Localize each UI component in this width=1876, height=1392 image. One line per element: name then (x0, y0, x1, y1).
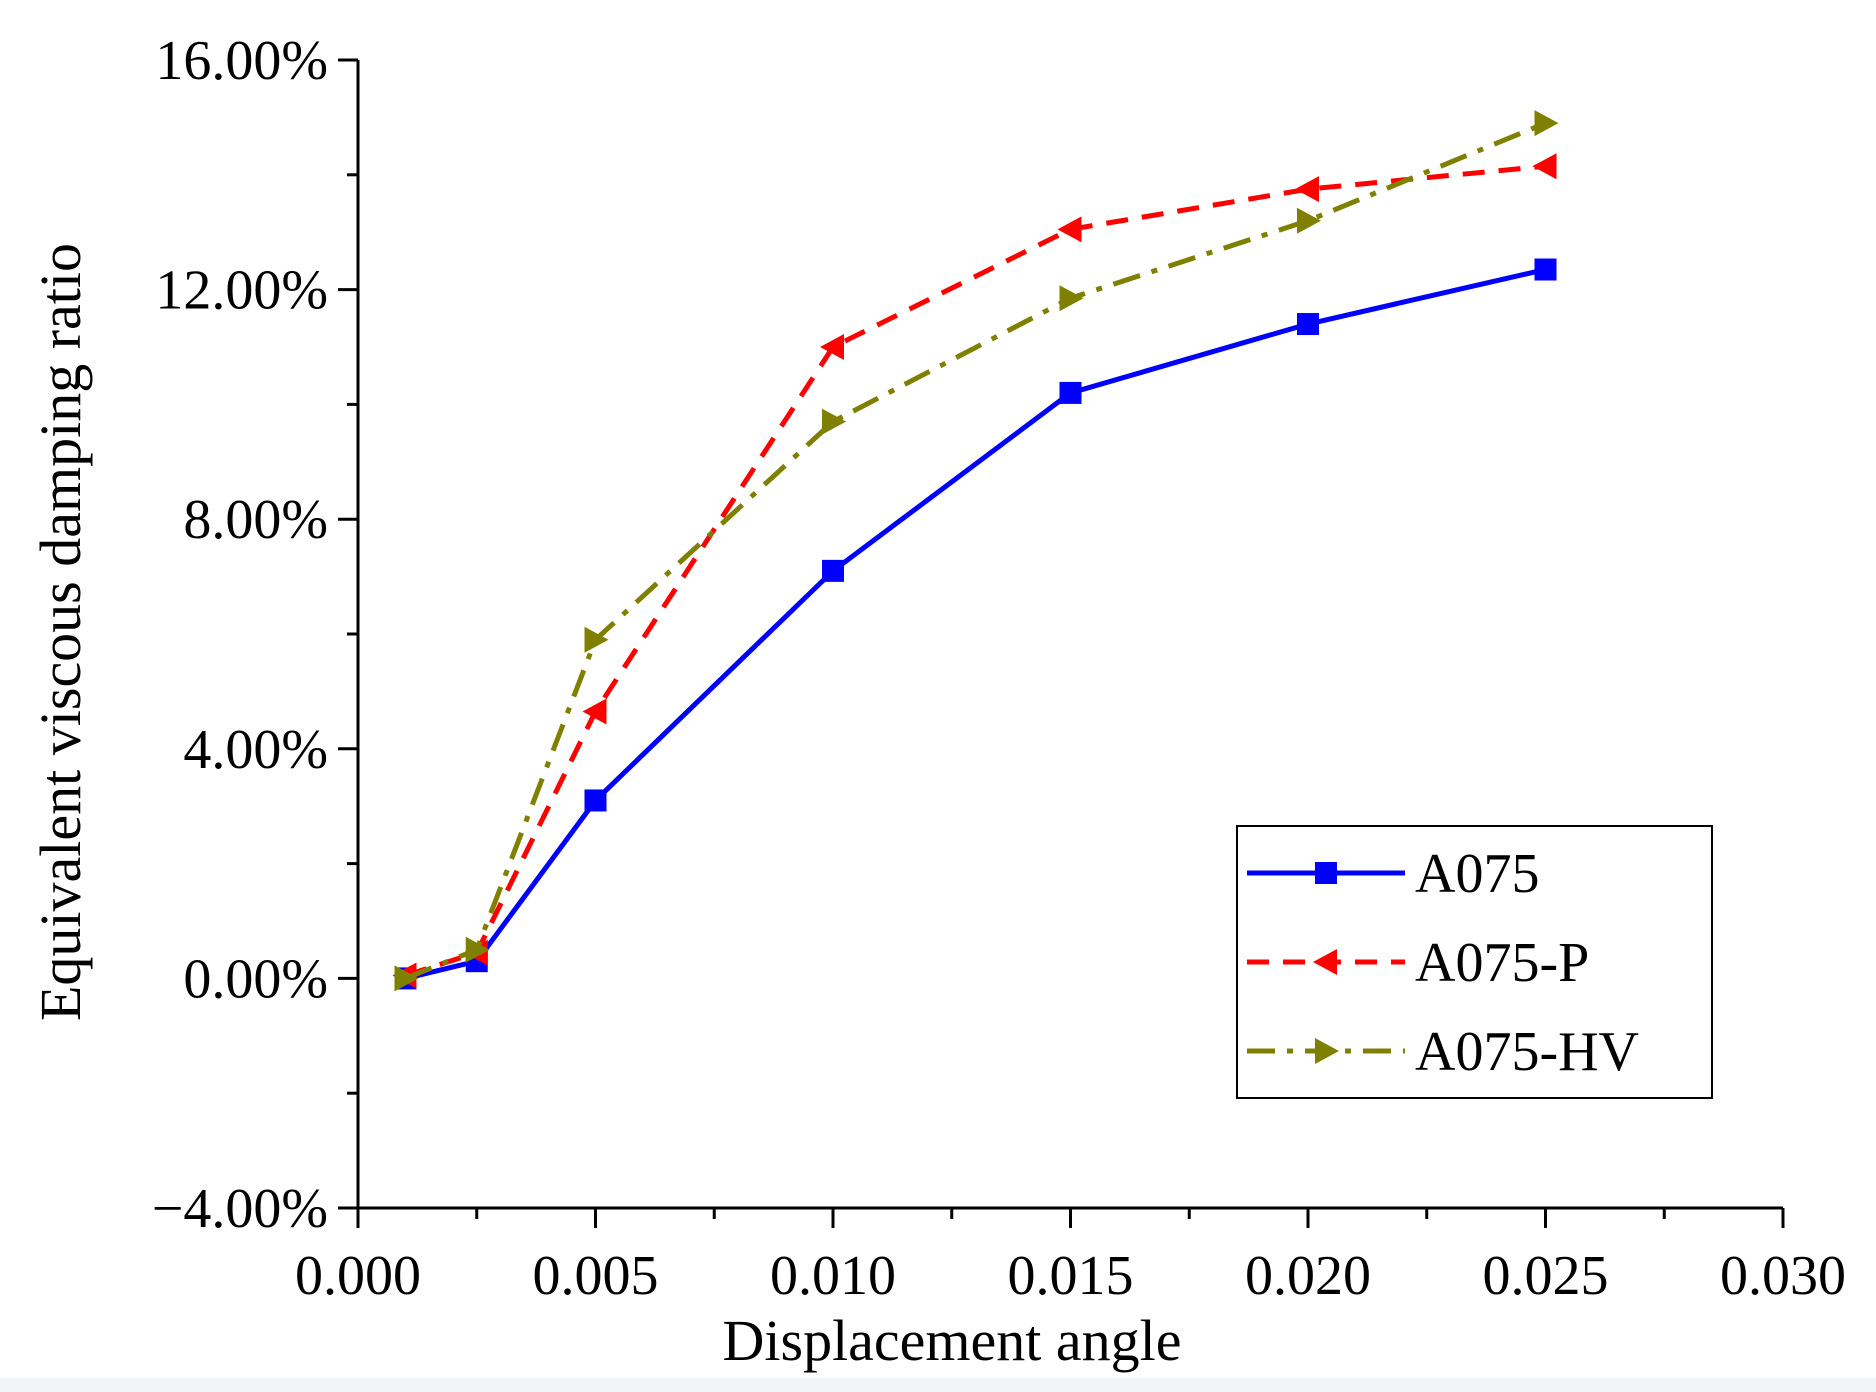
data-point (1534, 258, 1557, 281)
data-point (1057, 216, 1082, 243)
x-tick-label: 0.025 (1483, 1245, 1609, 1307)
x-tick-label: 0.000 (295, 1245, 421, 1307)
data-point (1534, 110, 1559, 137)
data-point (1297, 313, 1319, 336)
legend-item: A075-P (1247, 932, 1589, 994)
data-point (822, 408, 846, 435)
data-point (1295, 176, 1319, 203)
x-tick-label: 0.020 (1245, 1245, 1371, 1307)
data-point (1059, 285, 1084, 312)
legend-label: A075-P (1415, 932, 1589, 994)
y-tick-label: −4.00% (152, 1178, 328, 1240)
legend-label: A075-HV (1415, 1021, 1639, 1083)
legend-marker (1313, 949, 1337, 975)
y-tick-label: 4.00% (183, 719, 328, 781)
series-group (392, 110, 1559, 992)
data-point (582, 698, 607, 725)
y-tick-label: 16.00% (155, 30, 328, 92)
ticks: 0.000 0.005 0.010 0.015 0.020 0.025 0.030 −4.00… (152, 30, 1846, 1307)
legend-label: A075 (1415, 843, 1539, 905)
y-tick-label: 8.00% (183, 489, 328, 551)
y-tick-label: 12.00% (155, 260, 328, 322)
legend-item: A075-HV (1247, 1021, 1639, 1083)
series-a075-hv (394, 110, 1559, 992)
x-tick-label: 0.005 (533, 1245, 659, 1307)
legend: A075 A075-P A075-HV (1236, 825, 1713, 1099)
data-point (584, 789, 607, 812)
data-point (820, 334, 844, 360)
y-tick-label: 0.00% (183, 948, 328, 1010)
data-point (822, 559, 844, 582)
legend-marker (1315, 1038, 1339, 1064)
data-point (1059, 381, 1082, 404)
x-axis-title: Displacement angle (723, 1308, 1182, 1373)
bottom-divider (0, 1378, 1876, 1392)
data-point (1297, 207, 1321, 234)
x-tick-label: 0.010 (770, 1245, 896, 1307)
x-tick-label: 0.030 (1720, 1245, 1846, 1307)
y-axis-title: Equivalent viscous damping ratio (28, 243, 93, 1021)
data-point (465, 936, 490, 963)
legend-marker (1315, 862, 1337, 884)
legend-item: A075 (1247, 843, 1539, 905)
data-point (584, 626, 609, 653)
x-tick-label: 0.015 (1008, 1245, 1134, 1307)
data-point (394, 965, 419, 992)
data-point (1532, 153, 1557, 180)
